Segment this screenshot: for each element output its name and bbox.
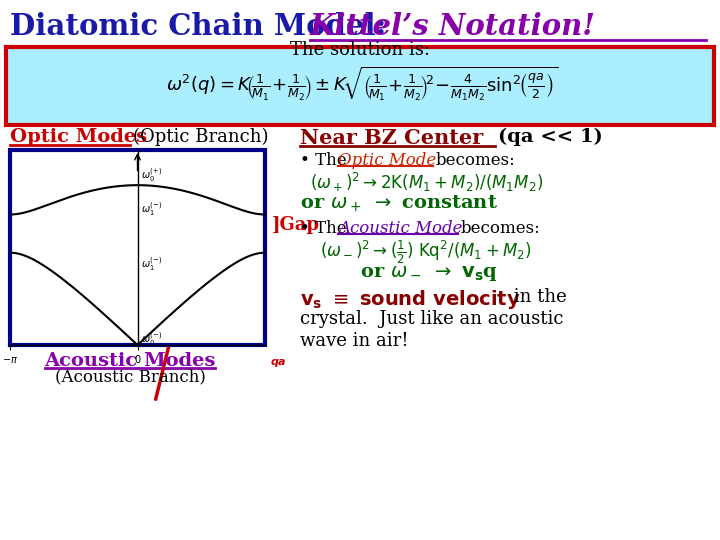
Text: Kittel’s Notation!: Kittel’s Notation! <box>310 12 596 41</box>
Text: Acoustic Modes: Acoustic Modes <box>45 352 216 370</box>
Text: The solution is:: The solution is: <box>290 41 430 59</box>
Text: crystal.  Just like an acoustic: crystal. Just like an acoustic <box>300 310 564 328</box>
Text: (qa << 1): (qa << 1) <box>498 128 603 146</box>
Text: (Optic Branch): (Optic Branch) <box>133 128 269 146</box>
Text: • The: • The <box>300 220 352 237</box>
FancyBboxPatch shape <box>6 47 714 125</box>
Text: qa: qa <box>270 357 286 367</box>
Text: ]Gap: ]Gap <box>272 216 320 234</box>
Text: becomes:: becomes: <box>461 220 541 237</box>
Text: Optic Modes: Optic Modes <box>10 128 147 146</box>
Text: $\omega_0^{(-)}$: $\omega_0^{(-)}$ <box>140 330 162 348</box>
Text: $\omega^2(q) = K\!\left(\!\frac{1}{M_1}\!+\!\frac{1}{M_2}\!\right)\pm K\!\sqrt{\: $\omega^2(q) = K\!\left(\!\frac{1}{M_1}\… <box>166 65 558 103</box>
Text: in the: in the <box>508 288 567 306</box>
Text: or $\omega_-$ $\rightarrow$ $\mathbf{v_s}$q: or $\omega_-$ $\rightarrow$ $\mathbf{v_s… <box>360 264 498 283</box>
Text: $(\omega_-)^2 \rightarrow (\frac{1}{2})\ \mathrm{Kq}^2/(M_1 + M_2)$: $(\omega_-)^2 \rightarrow (\frac{1}{2})\… <box>320 239 531 266</box>
Text: (Acoustic Branch): (Acoustic Branch) <box>55 368 205 385</box>
Text: wave in air!: wave in air! <box>300 332 409 350</box>
Text: $\omega_1^{(-)}$: $\omega_1^{(-)}$ <box>140 200 162 218</box>
Text: • The: • The <box>300 152 352 169</box>
Text: $\omega_1^{(-)}$: $\omega_1^{(-)}$ <box>140 255 162 273</box>
Text: Optic Mode: Optic Mode <box>338 152 436 169</box>
Text: or $\omega_+$ $\rightarrow$ constant: or $\omega_+$ $\rightarrow$ constant <box>300 194 498 214</box>
Text: $\omega_0^{(+)}$: $\omega_0^{(+)}$ <box>140 166 162 184</box>
Text: Near BZ Center: Near BZ Center <box>300 128 483 148</box>
Text: Acoustic Mode: Acoustic Mode <box>338 220 462 237</box>
Text: $\mathbf{v_s}$ $\equiv$ sound velocity: $\mathbf{v_s}$ $\equiv$ sound velocity <box>300 288 521 311</box>
Text: Diatomic Chain Model:: Diatomic Chain Model: <box>10 12 397 41</box>
Text: $(\omega_+)^2 \rightarrow 2\mathrm{K}(M_1 + M_2)/(M_1 M_2)$: $(\omega_+)^2 \rightarrow 2\mathrm{K}(M_… <box>310 171 543 194</box>
Text: becomes:: becomes: <box>436 152 516 169</box>
